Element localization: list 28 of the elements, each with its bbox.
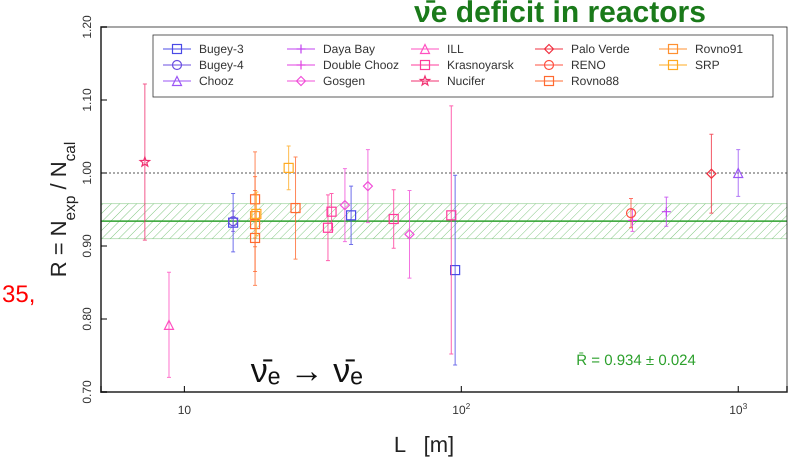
legend-label: Bugey-3	[199, 42, 244, 56]
y-tick-label: 1.20	[80, 15, 94, 39]
legend-label: Chooz	[199, 74, 234, 88]
legend-label: SRP	[695, 58, 720, 72]
legend-label: Daya Bay	[323, 42, 376, 56]
legend-label: Nucifer	[447, 74, 486, 88]
legend-label: Krasnoyarsk	[447, 58, 515, 72]
x-tick-label: 10$^{2}$	[452, 401, 471, 417]
y-tick-label: 0.70	[80, 380, 94, 404]
chart-title: ν̄e deficit in reactors	[414, 0, 706, 29]
legend-label: Palo Verde	[571, 42, 630, 56]
legend-label: Bugey-4	[199, 58, 244, 72]
y-tick-label: 0.90	[80, 234, 94, 258]
legend-label: ILL	[447, 42, 464, 56]
annotation: ν̄ₑ → ν̄ₑ	[250, 352, 363, 390]
legend-label: Rovno88	[571, 74, 620, 88]
y-tick-label: 1.10	[80, 88, 94, 112]
text: 35,	[2, 281, 36, 308]
legend-label: Double Chooz	[323, 58, 400, 72]
x-axis-title: L [m]	[394, 432, 454, 457]
legend-label: RENO	[571, 58, 606, 72]
ref-line-label: R̄ = 0.934 ± 0.024	[576, 352, 696, 369]
y-tick-label: 1.00	[80, 161, 94, 185]
y-tick-label: 0.80	[80, 307, 94, 331]
x-tick-label: 10	[178, 403, 192, 417]
legend-label: Gosgen	[323, 74, 366, 88]
legend-label: Rovno91	[695, 42, 744, 56]
x-tick-label: 10$^{3}$	[729, 401, 748, 417]
